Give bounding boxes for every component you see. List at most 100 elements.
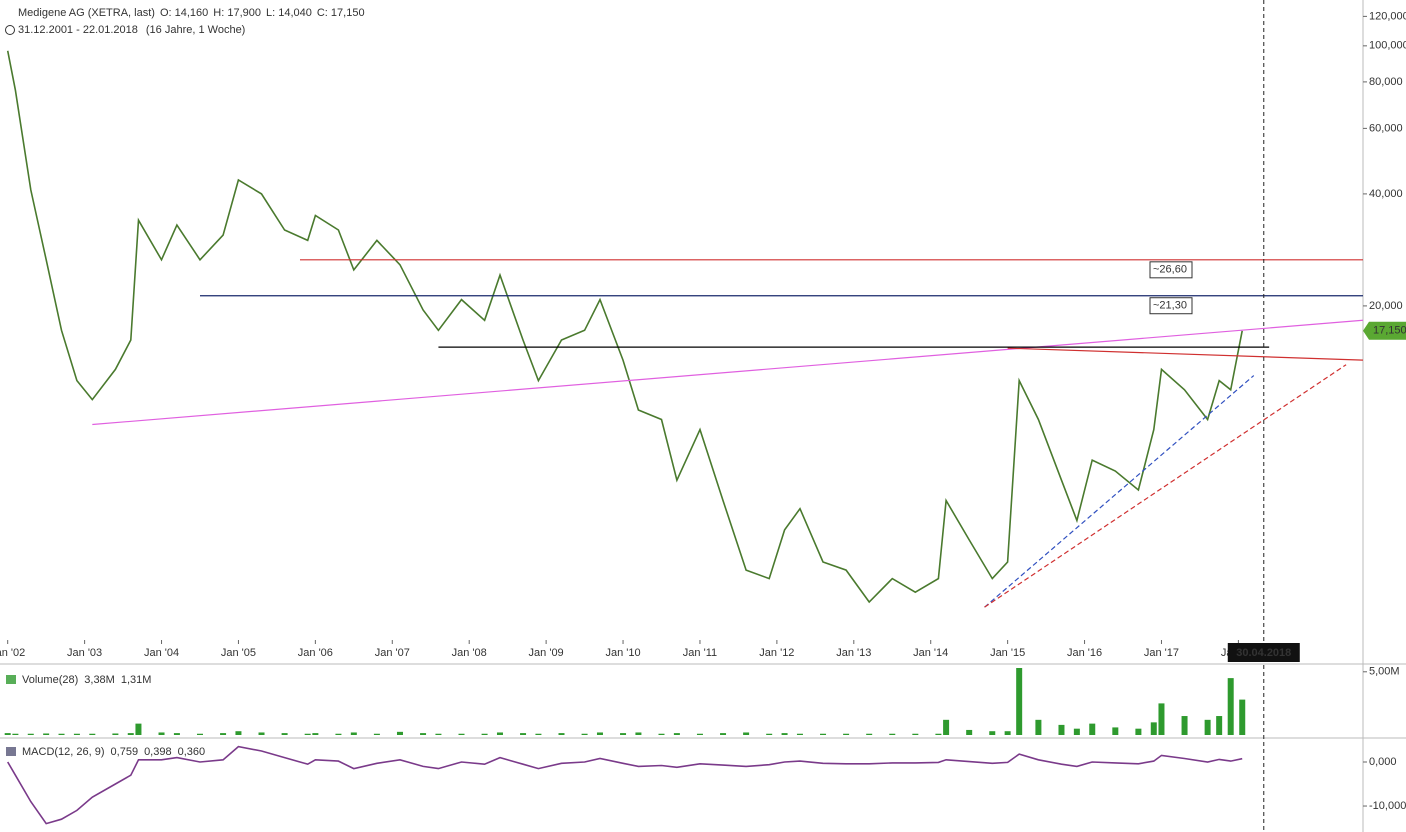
volume-bar xyxy=(1112,727,1119,735)
volume-bar xyxy=(743,732,750,735)
volume-bar xyxy=(1058,724,1065,735)
legend-value: 3,38M xyxy=(84,674,115,686)
x-tick-label: Jan '02 xyxy=(0,647,25,659)
volume-bar xyxy=(766,733,773,735)
trendline xyxy=(984,375,1255,608)
price-line xyxy=(6,50,1243,604)
volume-bar xyxy=(158,732,165,735)
x-tick-label: Jan '07 xyxy=(375,647,410,659)
volume-bar xyxy=(12,733,19,735)
volume-bar xyxy=(73,733,80,735)
date-marker-label: 30.04.2018 xyxy=(1236,647,1291,659)
volume-bar xyxy=(458,733,465,735)
header-text: Medigene AG (XETRA, last) xyxy=(18,7,155,19)
panel-icon xyxy=(6,675,16,684)
volume-bar xyxy=(435,733,442,735)
x-tick-label: Jan '10 xyxy=(605,647,640,659)
volume-bar xyxy=(1239,699,1246,735)
last-price-tag xyxy=(1363,321,1406,340)
y-tick-label: 60,000 xyxy=(1369,122,1403,134)
volume-bar xyxy=(1216,716,1223,735)
x-tick-label: Jan '06 xyxy=(298,647,333,659)
volume-bar xyxy=(127,733,134,735)
level-label-box xyxy=(1149,261,1193,279)
trendline xyxy=(1007,347,1364,361)
volume-bar xyxy=(258,732,265,735)
volume-bar xyxy=(781,733,788,735)
last-price-label: 17,150 xyxy=(1373,325,1406,337)
volume-bar xyxy=(796,733,803,735)
volume-bar xyxy=(350,732,357,735)
volume-bar xyxy=(4,733,11,735)
y-tick-label: 100,000 xyxy=(1369,40,1406,52)
volume-bar xyxy=(43,733,50,735)
volume-bar xyxy=(989,731,996,735)
clock-icon xyxy=(5,25,15,35)
volume-bar xyxy=(312,733,319,735)
volume-bar xyxy=(396,731,403,735)
x-tick-label: Jan '04 xyxy=(144,647,179,659)
volume-bar xyxy=(27,733,34,735)
price-line xyxy=(7,745,1243,825)
volume-bar xyxy=(1158,703,1165,735)
y-tick-label: -10,000 xyxy=(1369,800,1406,812)
volume-bar xyxy=(1035,719,1042,735)
volume-bar xyxy=(889,733,896,735)
level-label: ~21,30 xyxy=(1153,300,1187,312)
volume-bar xyxy=(235,731,242,735)
volume-bar xyxy=(673,733,680,735)
volume-bar xyxy=(281,733,288,735)
volume-bar xyxy=(1150,722,1157,735)
header-text: (16 Jahre, 1 Woche) xyxy=(146,24,245,36)
trendline xyxy=(92,319,1364,426)
volume-bar xyxy=(696,733,703,735)
volume-bar xyxy=(1227,678,1234,735)
volume-bar xyxy=(1004,731,1011,735)
x-tick-label: Jan '17 xyxy=(1144,647,1179,659)
legend-value: 0,360 xyxy=(178,746,206,758)
volume-bar xyxy=(373,733,380,735)
volume-bar xyxy=(420,733,427,735)
volume-bar xyxy=(535,733,542,735)
y-tick-label: 80,000 xyxy=(1369,76,1403,88)
panel-title: MACD(12, 26, 9) xyxy=(22,746,105,758)
volume-bar xyxy=(558,733,565,735)
volume-bar xyxy=(220,733,227,735)
header-text: C: 17,150 xyxy=(317,7,365,19)
trendline xyxy=(984,364,1347,608)
volume-bar xyxy=(304,733,311,735)
volume-bar xyxy=(1181,716,1188,735)
volume-bar xyxy=(912,733,919,735)
x-tick-label: Jan '11 xyxy=(683,647,717,659)
x-tick-label: Jan '13 xyxy=(836,647,871,659)
volume-bar xyxy=(820,733,827,735)
volume-bar xyxy=(1135,728,1142,735)
volume-bar xyxy=(1089,723,1096,735)
x-tick-label: Jan '15 xyxy=(990,647,1025,659)
volume-bar xyxy=(1204,719,1211,735)
legend-value: 0,759 xyxy=(111,746,139,758)
y-tick-label: 40,000 xyxy=(1369,188,1403,200)
volume-bar xyxy=(935,733,942,735)
volume-bar xyxy=(943,719,950,735)
y-tick-label: 5,00M xyxy=(1369,666,1400,678)
volume-bar xyxy=(173,733,180,735)
volume-bar xyxy=(966,729,973,735)
y-tick-label: 0,000 xyxy=(1369,756,1397,768)
date-marker-box xyxy=(1227,643,1300,662)
level-label: ~26,60 xyxy=(1153,264,1187,276)
y-tick-label: 120,000 xyxy=(1369,10,1406,22)
x-tick-label: Jan '09 xyxy=(529,647,564,659)
volume-bar xyxy=(112,733,119,735)
volume-bar xyxy=(635,732,642,735)
volume-bar xyxy=(335,733,342,735)
volume-bar xyxy=(481,733,488,735)
level-label-box xyxy=(1149,297,1193,315)
panel-icon xyxy=(6,747,16,756)
volume-bar xyxy=(596,732,603,735)
x-tick-label: Jan '12 xyxy=(759,647,794,659)
x-tick-label: Jan '14 xyxy=(913,647,948,659)
